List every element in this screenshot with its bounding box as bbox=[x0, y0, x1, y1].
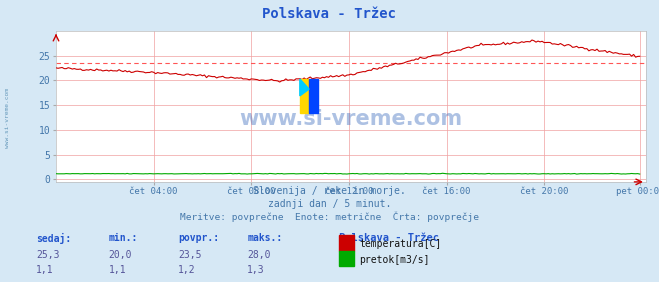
Text: Meritve: povprečne  Enote: metrične  Črta: povprečje: Meritve: povprečne Enote: metrične Črta:… bbox=[180, 212, 479, 222]
Text: 1,1: 1,1 bbox=[36, 265, 54, 275]
Text: Polskava - Tržec: Polskava - Tržec bbox=[339, 233, 440, 243]
Text: www.si-vreme.com: www.si-vreme.com bbox=[5, 89, 11, 148]
Text: 20,0: 20,0 bbox=[109, 250, 132, 259]
Text: temperatura[C]: temperatura[C] bbox=[359, 239, 442, 250]
Text: 1,1: 1,1 bbox=[109, 265, 127, 275]
Text: sedaj:: sedaj: bbox=[36, 233, 71, 244]
Text: www.si-vreme.com: www.si-vreme.com bbox=[239, 109, 463, 129]
Text: 28,0: 28,0 bbox=[247, 250, 271, 259]
Text: 23,5: 23,5 bbox=[178, 250, 202, 259]
Text: 25,3: 25,3 bbox=[36, 250, 60, 259]
Text: Slovenija / reke in morje.: Slovenija / reke in morje. bbox=[253, 186, 406, 196]
Text: povpr.:: povpr.: bbox=[178, 233, 219, 243]
Text: zadnji dan / 5 minut.: zadnji dan / 5 minut. bbox=[268, 199, 391, 209]
Text: 1,3: 1,3 bbox=[247, 265, 265, 275]
Text: 1,2: 1,2 bbox=[178, 265, 196, 275]
Text: min.:: min.: bbox=[109, 233, 138, 243]
Text: Polskava - Tržec: Polskava - Tržec bbox=[262, 7, 397, 21]
Text: pretok[m3/s]: pretok[m3/s] bbox=[359, 255, 430, 265]
Text: maks.:: maks.: bbox=[247, 233, 282, 243]
